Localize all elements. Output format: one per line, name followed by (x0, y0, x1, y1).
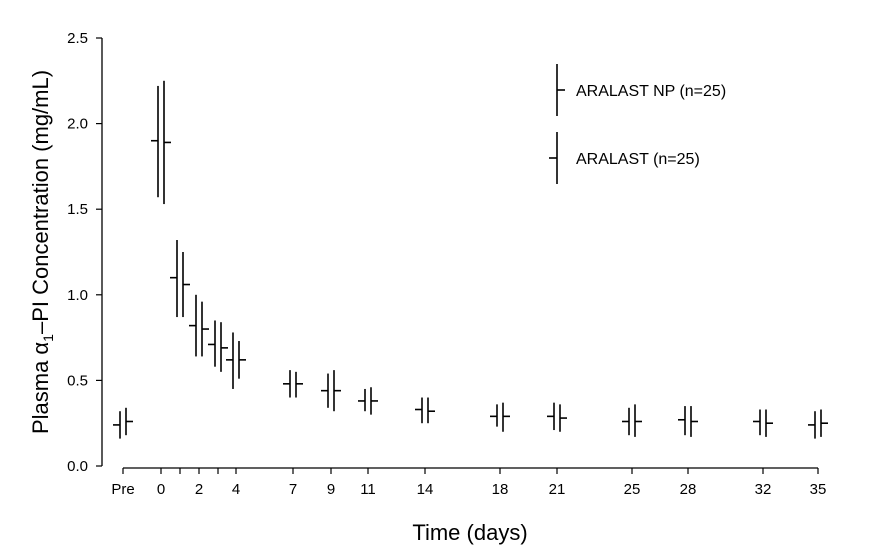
x-tick-label: 18 (492, 481, 509, 498)
y-tick-label: 1.5 (67, 201, 88, 218)
x-tick-label: 9 (327, 481, 335, 498)
axes (101, 38, 818, 469)
x-tick-label: 21 (549, 481, 566, 498)
x-ticks: Pre 0 2 4 7 9 11 14 18 21 25 28 32 35 (111, 468, 826, 498)
x-tick-label: 2 (195, 481, 203, 498)
y-tick-label: 0.0 (67, 458, 88, 475)
legend-entry-aralast-np: ARALAST NP (n=25) (556, 64, 726, 116)
x-tick-label: 14 (417, 481, 434, 498)
series-layer (113, 80, 828, 439)
y-axis-title-suffix: –PI Concentration (mg/mL) (28, 70, 53, 334)
y-ticks: 0.0 0.5 1.0 1.5 2.0 2.5 (67, 30, 102, 475)
x-tick-label: 4 (232, 481, 240, 498)
legend: ARALAST NP (n=25) ARALAST (n=25) (549, 64, 726, 184)
y-tick-label: 2.0 (67, 116, 88, 133)
y-axis-title-subscript: 1 (40, 334, 56, 342)
x-tick-label: Pre (111, 481, 134, 498)
y-tick-label: 0.5 (67, 372, 88, 389)
y-tick-label: 1.0 (67, 287, 88, 304)
x-tick-label: 35 (810, 481, 827, 498)
legend-label-aralast: ARALAST (n=25) (576, 151, 700, 168)
y-axis-title-prefix: Plasma α (28, 342, 53, 434)
x-tick-label: 11 (360, 481, 376, 498)
series-aralast-np (125, 80, 828, 437)
x-tick-label: 32 (755, 481, 772, 498)
series-aralast (113, 85, 816, 439)
x-tick-label: 25 (624, 481, 641, 498)
y-tick-label: 2.5 (67, 30, 88, 47)
y-axis-title: Plasma α1–PI Concentration (mg/mL) (28, 70, 56, 434)
x-tick-label: 0 (157, 481, 165, 498)
legend-entry-aralast: ARALAST (n=25) (549, 132, 700, 184)
legend-label-aralast-np: ARALAST NP (n=25) (576, 83, 726, 100)
x-axis-title: Time (days) (412, 520, 527, 545)
x-tick-label: 28 (680, 481, 697, 498)
x-tick-label: 7 (289, 481, 297, 498)
